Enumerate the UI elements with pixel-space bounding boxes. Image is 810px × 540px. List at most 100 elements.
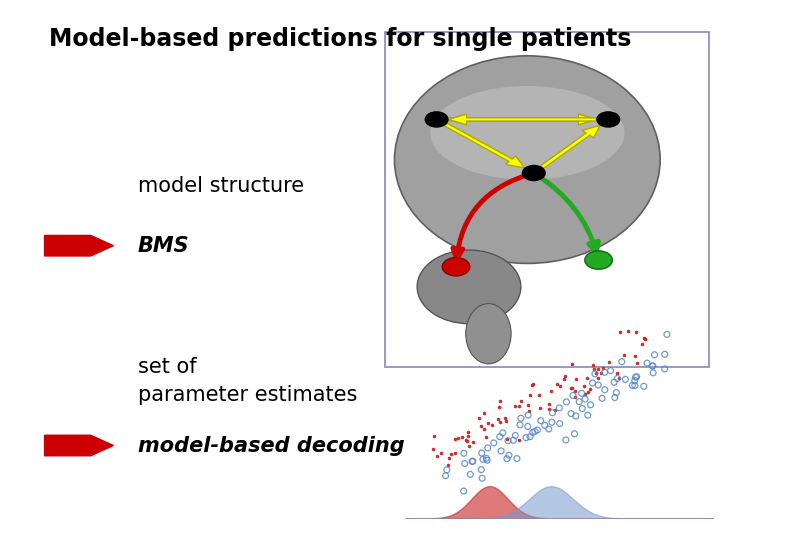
Circle shape (597, 112, 620, 127)
Point (614, 328, 627, 337)
Point (451, 434, 464, 442)
Point (531, 426, 544, 434)
Point (526, 428, 539, 437)
Text: model-based decoding: model-based decoding (138, 435, 404, 456)
Point (480, 454, 493, 463)
Point (445, 450, 458, 458)
Point (576, 404, 589, 413)
Point (596, 364, 609, 373)
Point (573, 397, 586, 406)
Point (586, 379, 599, 387)
Point (522, 411, 535, 420)
Point (457, 487, 470, 495)
Point (588, 369, 601, 378)
Point (461, 432, 474, 441)
Point (560, 436, 573, 444)
Text: set of
parameter estimates: set of parameter estimates (138, 357, 357, 404)
Point (660, 330, 673, 339)
Point (509, 402, 522, 410)
Point (599, 386, 612, 394)
Point (486, 421, 499, 429)
Point (513, 402, 526, 410)
Point (630, 359, 643, 367)
Point (626, 381, 639, 390)
Point (578, 382, 590, 390)
Point (617, 350, 630, 359)
Point (480, 432, 492, 441)
Point (591, 364, 604, 373)
Circle shape (425, 112, 448, 127)
FancyBboxPatch shape (385, 32, 709, 367)
Point (475, 474, 488, 483)
Point (639, 334, 652, 343)
Point (435, 448, 448, 457)
Point (491, 415, 504, 423)
Point (629, 376, 642, 385)
Point (569, 411, 582, 420)
Point (543, 400, 556, 409)
Point (565, 383, 578, 392)
Point (475, 465, 488, 474)
Point (463, 442, 475, 450)
Point (427, 432, 440, 441)
Point (545, 387, 558, 395)
Point (473, 414, 486, 422)
Point (476, 455, 489, 464)
Point (637, 382, 650, 390)
Point (466, 457, 479, 466)
Circle shape (585, 251, 612, 269)
Point (582, 388, 595, 396)
Point (581, 374, 594, 382)
Point (458, 449, 471, 457)
Point (610, 388, 623, 397)
Point (480, 456, 493, 464)
Point (568, 386, 581, 395)
Point (646, 362, 659, 370)
Point (467, 438, 480, 447)
Point (510, 454, 523, 463)
Point (464, 470, 477, 479)
Point (553, 419, 566, 428)
Point (522, 407, 535, 415)
Point (582, 411, 595, 420)
Point (629, 381, 642, 390)
Point (526, 380, 539, 388)
Point (629, 327, 642, 336)
Point (552, 403, 565, 412)
Point (477, 409, 490, 417)
Circle shape (442, 258, 470, 276)
Point (629, 373, 642, 381)
Point (534, 403, 547, 412)
Point (460, 437, 473, 445)
Point (458, 459, 471, 468)
Point (636, 340, 649, 349)
Point (501, 454, 514, 463)
Point (569, 393, 582, 401)
Point (514, 421, 526, 429)
Point (608, 393, 621, 402)
Point (611, 368, 624, 377)
Point (494, 417, 507, 426)
Point (611, 374, 624, 383)
Ellipse shape (417, 250, 521, 323)
Point (595, 369, 608, 377)
Point (584, 401, 597, 409)
Point (539, 421, 552, 430)
Point (521, 401, 534, 409)
Point (589, 369, 602, 377)
Point (439, 471, 452, 480)
Point (495, 447, 508, 455)
Point (553, 382, 566, 391)
Point (565, 383, 578, 392)
Point (449, 449, 462, 457)
Point (524, 391, 537, 400)
FancyArrow shape (45, 235, 113, 256)
Point (595, 394, 608, 403)
Point (659, 364, 671, 373)
Point (579, 389, 592, 398)
Point (475, 421, 488, 430)
Point (565, 409, 578, 418)
Point (535, 416, 548, 425)
Point (659, 350, 671, 359)
Point (462, 428, 475, 436)
